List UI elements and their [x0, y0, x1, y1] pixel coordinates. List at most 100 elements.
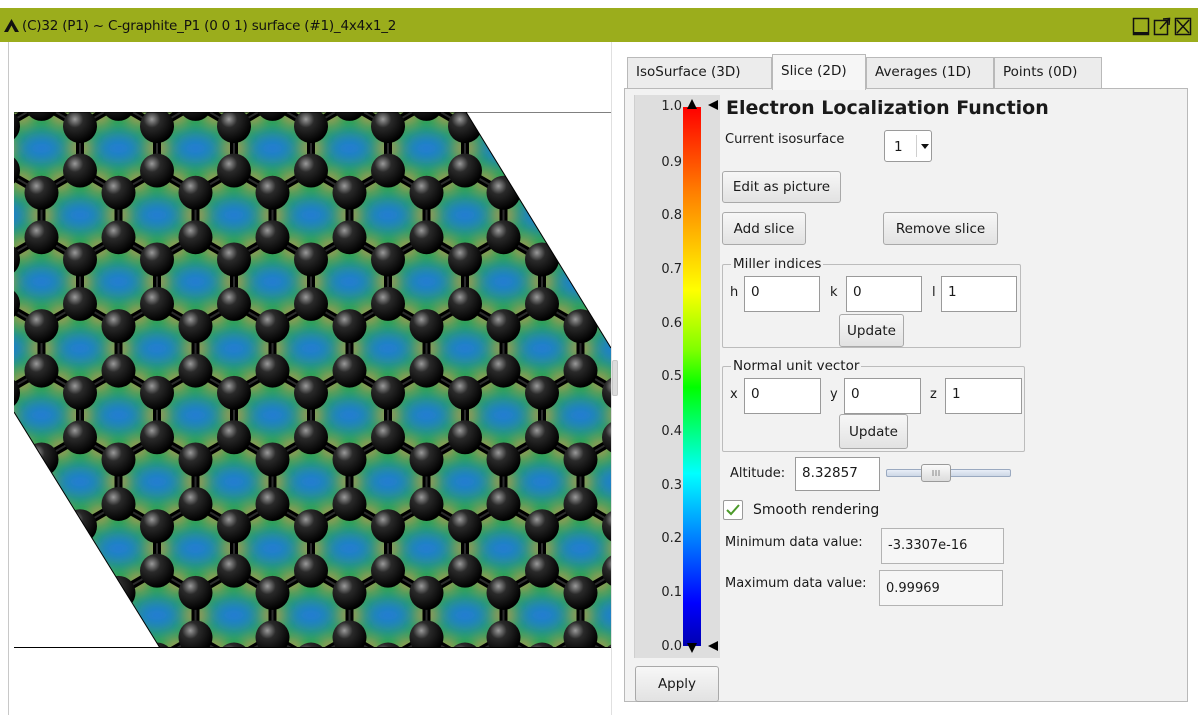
elf-slice-map[interactable]: [14, 112, 611, 648]
elf-low-region: [439, 332, 491, 365]
elf-low-region: [516, 332, 568, 365]
normal-y-field[interactable]: 0: [844, 378, 921, 414]
window-left-border: [8, 42, 9, 715]
slice-viewport[interactable]: [14, 112, 611, 648]
carbon-atom: [486, 486, 521, 521]
c-c-bond-highlight: [14, 112, 30, 121]
elf-low-region: [362, 199, 414, 231]
elf-low-region: [554, 399, 607, 432]
elf-low-region: [208, 199, 260, 231]
carbon-atom: [217, 375, 251, 410]
carbon-atom: [525, 509, 559, 544]
add-slice-button[interactable]: Add slice: [722, 212, 806, 245]
colorscale-tick: 0.9: [661, 155, 682, 170]
carbon-atom: [602, 422, 611, 453]
elf-low-region: [14, 200, 29, 230]
elf-low-region: [400, 265, 453, 298]
miller-l-label: l: [932, 285, 936, 300]
carbon-atom: [101, 353, 136, 388]
edit-as-picture-button[interactable]: Edit as picture: [722, 171, 841, 203]
carbon-atom: [563, 442, 598, 477]
normal-update-button[interactable]: Update: [839, 414, 908, 449]
colorscale-tick: 0.5: [661, 369, 682, 384]
elf-low-region: [15, 265, 68, 298]
colorscale-max-handle-icon[interactable]: [684, 97, 720, 115]
colorscale-tick: 0.7: [661, 262, 682, 277]
tab-averages-1d[interactable]: Averages (1D): [866, 57, 994, 89]
carbon-atom: [140, 112, 174, 144]
altitude-slider-thumb[interactable]: [921, 464, 952, 482]
remove-slice-button[interactable]: Remove slice: [883, 212, 998, 245]
normal-z-field[interactable]: 1: [945, 378, 1022, 414]
chevron-down-icon: [921, 144, 929, 149]
miller-h-field[interactable]: 0: [744, 276, 820, 312]
tab-slice-2d[interactable]: Slice (2D): [772, 54, 866, 90]
window-controls: [1132, 17, 1192, 36]
miller-indices-title: Miller indices: [731, 256, 824, 272]
altitude-field[interactable]: 8.32857: [795, 457, 880, 491]
apply-button[interactable]: Apply: [635, 666, 719, 702]
elf-low-region: [92, 532, 145, 565]
carbon-atom: [178, 309, 213, 344]
normal-x-field[interactable]: 0: [744, 378, 821, 414]
carbon-atom: [371, 242, 405, 277]
splitter-handle[interactable]: [612, 360, 618, 396]
carbon-atom: [409, 575, 444, 610]
elf-low-region: [131, 465, 183, 498]
carbon-atom: [24, 175, 59, 210]
carbon-atom: [448, 420, 482, 455]
elf-low-region: [15, 399, 68, 432]
elf-low-region: [439, 199, 491, 231]
normal-y-label: y: [830, 387, 838, 402]
carbon-atom: [332, 353, 367, 388]
close-icon[interactable]: [1174, 17, 1192, 36]
carbon-atom: [255, 486, 290, 521]
miller-k-field[interactable]: 0: [846, 276, 922, 312]
elf-low-region: [362, 599, 414, 632]
elf-low-region: [54, 199, 106, 231]
normal-z-label: z: [930, 387, 937, 402]
carbon-atom: [24, 220, 59, 255]
tab-isosurface-3d[interactable]: IsoSurface (3D): [627, 57, 772, 89]
carbon-atom: [448, 242, 482, 277]
max-data-value: 0.99969: [879, 570, 1003, 606]
carbon-atom: [24, 353, 59, 388]
carbon-atom: [14, 157, 20, 184]
carbon-atom: [409, 309, 444, 344]
minimize-icon[interactable]: [1132, 17, 1150, 36]
detach-icon[interactable]: [1153, 17, 1171, 36]
elf-low-region: [131, 199, 183, 231]
carbon-atom: [140, 375, 174, 410]
carbon-atom: [140, 420, 174, 455]
carbon-atom: [409, 220, 444, 255]
combo-separator: [916, 135, 917, 157]
carbon-atom: [486, 620, 521, 648]
carbon-atom: [602, 377, 611, 408]
carbon-atom: [294, 509, 328, 544]
elf-low-region: [323, 265, 376, 298]
carbon-atom: [221, 642, 247, 648]
smooth-rendering-checkbox[interactable]: [723, 500, 743, 520]
carbon-atom: [563, 309, 598, 344]
carbon-atom: [371, 153, 405, 188]
miller-update-button[interactable]: Update: [839, 314, 904, 347]
miller-l-field[interactable]: 1: [941, 276, 1017, 312]
elf-low-region: [285, 599, 337, 632]
colorscale-min-handle-icon[interactable]: [684, 638, 720, 656]
tab-points-0d[interactable]: Points (0D): [994, 57, 1102, 89]
carbon-atom: [294, 553, 328, 588]
carbon-atom: [409, 486, 444, 521]
carbon-atom: [448, 153, 482, 188]
carbon-atom: [411, 112, 442, 121]
carbon-atom: [217, 286, 251, 321]
carbon-atom: [602, 555, 611, 586]
current-isosurface-select[interactable]: 1: [884, 130, 932, 162]
carbon-atom: [178, 220, 213, 255]
elf-low-region: [92, 132, 145, 165]
window-title: (C)32 (P1) ~ C-graphite_P1 (0 0 1) surfa…: [22, 18, 397, 34]
panel-splitter[interactable]: [611, 42, 612, 715]
elf-low-region: [400, 399, 453, 432]
elf-peak-region: [14, 276, 15, 287]
elf-low-region: [400, 532, 453, 565]
max-data-label: Maximum data value:: [725, 576, 867, 591]
